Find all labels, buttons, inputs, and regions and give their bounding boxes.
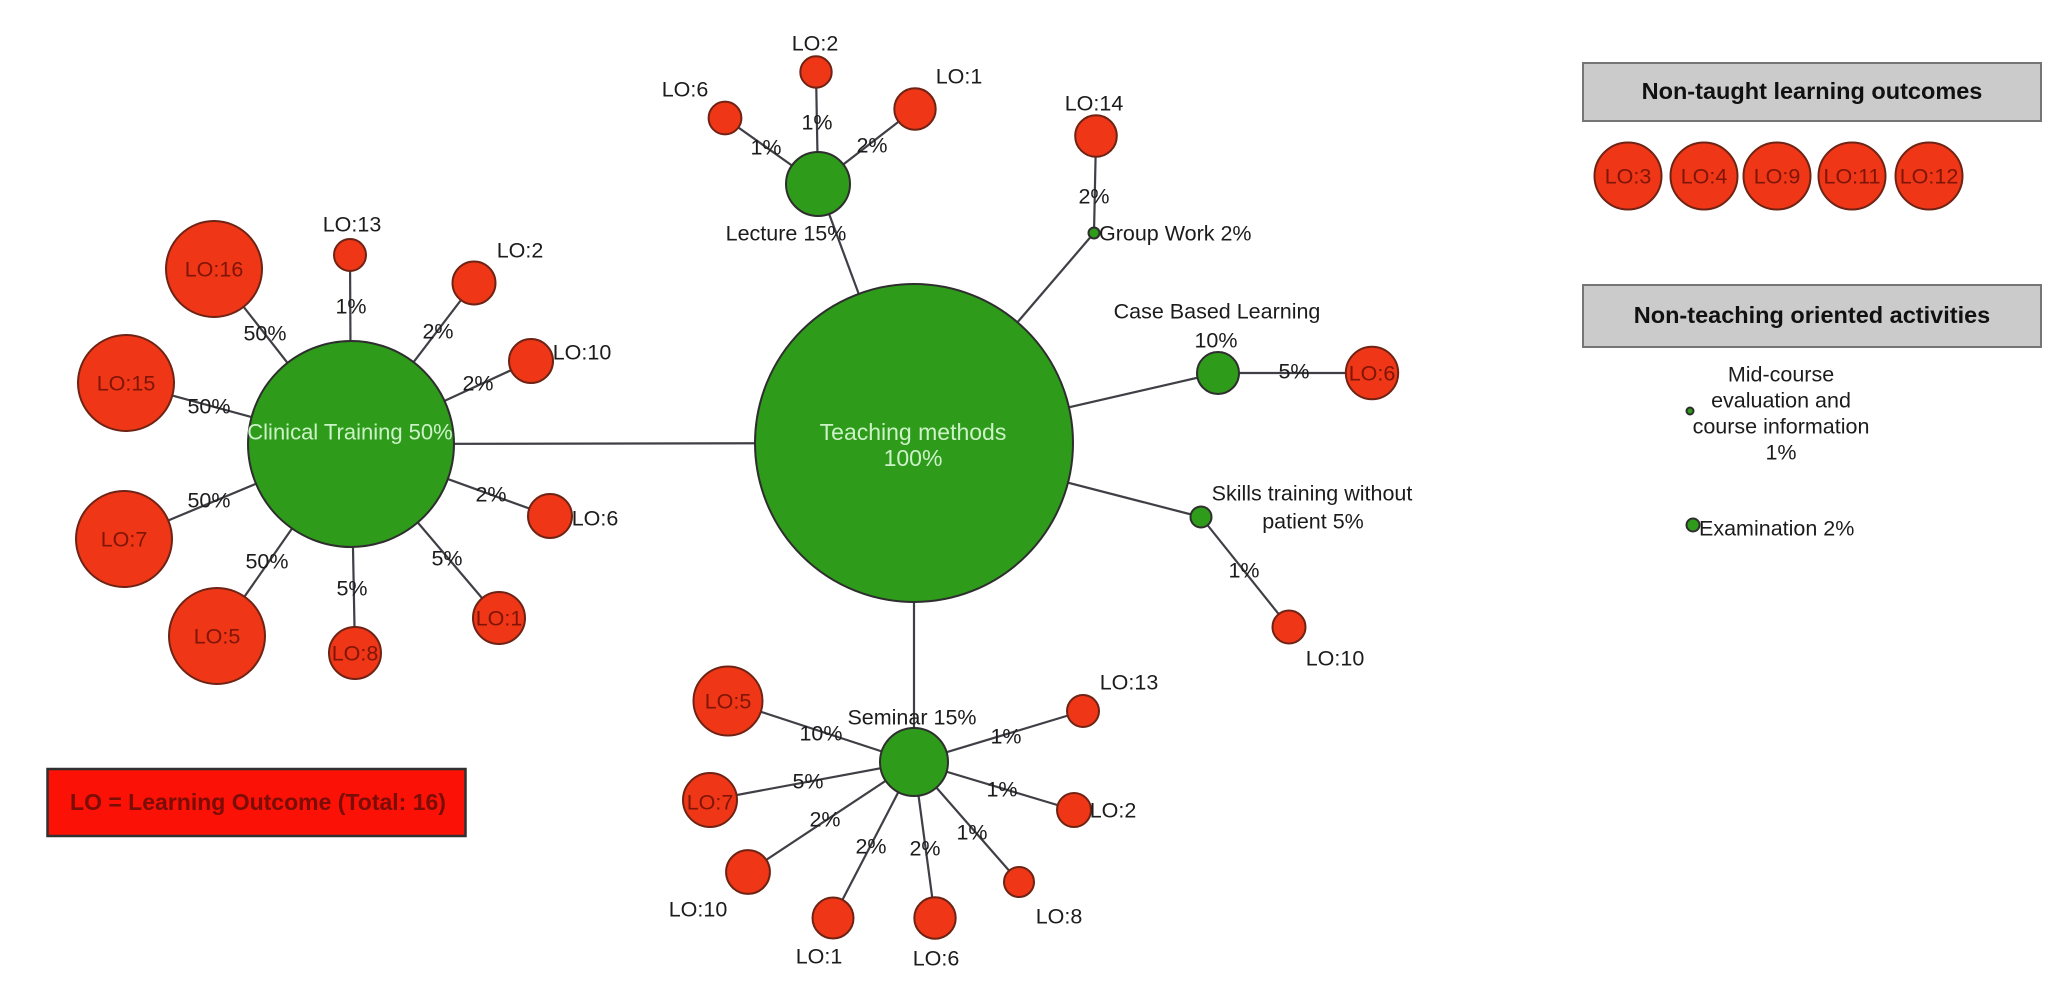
svg-text:5%: 5% xyxy=(431,547,462,571)
svg-text:LO:2: LO:2 xyxy=(497,239,544,263)
svg-text:LO:10: LO:10 xyxy=(553,341,612,365)
svg-text:1%: 1% xyxy=(750,136,781,160)
svg-text:LO:4: LO:4 xyxy=(1681,165,1728,189)
svg-text:50%: 50% xyxy=(243,322,286,346)
svg-text:1%: 1% xyxy=(990,725,1021,749)
svg-text:LO:8: LO:8 xyxy=(1036,905,1083,929)
svg-text:course information: course information xyxy=(1693,415,1870,439)
svg-text:1%: 1% xyxy=(335,295,366,319)
svg-text:50%: 50% xyxy=(187,489,230,513)
svg-text:50%: 50% xyxy=(245,550,288,574)
svg-text:Non-taught learning outcomes: Non-taught learning outcomes xyxy=(1642,78,1983,104)
svg-text:Case Based Learning: Case Based Learning xyxy=(1114,300,1321,324)
svg-text:LO:6: LO:6 xyxy=(572,507,619,531)
svg-text:Group Work 2%: Group Work 2% xyxy=(1099,222,1252,246)
svg-text:LO:5: LO:5 xyxy=(194,625,241,649)
svg-text:Teaching methods: Teaching methods xyxy=(820,419,1007,445)
svg-text:LO:13: LO:13 xyxy=(1100,671,1159,695)
svg-text:LO = Learning Outcome (Total:: LO = Learning Outcome (Total: 16) xyxy=(70,789,446,815)
svg-text:1%: 1% xyxy=(1765,441,1796,465)
svg-text:LO:8: LO:8 xyxy=(332,642,379,666)
svg-text:5%: 5% xyxy=(792,770,823,794)
svg-text:Clinical Training 50%: Clinical Training 50% xyxy=(247,420,452,445)
svg-text:5%: 5% xyxy=(336,577,367,601)
svg-text:1%: 1% xyxy=(986,778,1017,802)
svg-text:LO:9: LO:9 xyxy=(1754,165,1801,189)
svg-text:1%: 1% xyxy=(801,111,832,135)
svg-text:LO:15: LO:15 xyxy=(97,372,156,396)
svg-text:LO:10: LO:10 xyxy=(669,898,728,922)
svg-text:LO:13: LO:13 xyxy=(323,213,382,237)
svg-text:evaluation and: evaluation and xyxy=(1711,389,1851,413)
svg-text:LO:6: LO:6 xyxy=(913,947,960,971)
svg-text:Skills training without: Skills training without xyxy=(1212,482,1413,506)
svg-text:LO:5: LO:5 xyxy=(705,690,752,714)
svg-text:2%: 2% xyxy=(422,320,453,344)
svg-text:LO:14: LO:14 xyxy=(1065,92,1124,116)
svg-text:LO:2: LO:2 xyxy=(792,32,839,56)
svg-text:2%: 2% xyxy=(909,837,940,861)
svg-text:LO:7: LO:7 xyxy=(687,791,734,815)
svg-text:2%: 2% xyxy=(856,134,887,158)
svg-text:2%: 2% xyxy=(809,808,840,832)
svg-text:LO:1: LO:1 xyxy=(796,945,843,969)
svg-text:patient 5%: patient 5% xyxy=(1262,510,1364,534)
svg-text:LO:12: LO:12 xyxy=(1900,165,1959,189)
svg-text:2%: 2% xyxy=(855,835,886,859)
svg-text:Mid-course: Mid-course xyxy=(1728,363,1834,387)
svg-text:LO:16: LO:16 xyxy=(185,258,244,282)
svg-text:LO:3: LO:3 xyxy=(1605,165,1652,189)
svg-text:1%: 1% xyxy=(1228,559,1259,583)
svg-text:10%: 10% xyxy=(799,722,842,746)
svg-text:Examination 2%: Examination 2% xyxy=(1699,517,1854,541)
svg-text:2%: 2% xyxy=(462,372,493,396)
svg-text:LO:2: LO:2 xyxy=(1090,799,1137,823)
svg-text:2%: 2% xyxy=(475,483,506,507)
svg-text:5%: 5% xyxy=(1278,360,1309,384)
svg-text:Non-teaching oriented activiti: Non-teaching oriented activities xyxy=(1634,302,1990,328)
svg-text:Seminar 15%: Seminar 15% xyxy=(847,706,976,730)
svg-text:LO:1: LO:1 xyxy=(476,607,523,631)
svg-text:LO:7: LO:7 xyxy=(101,528,148,552)
svg-text:LO:11: LO:11 xyxy=(1824,165,1881,189)
svg-text:1%: 1% xyxy=(956,821,987,845)
svg-text:LO:1: LO:1 xyxy=(936,65,983,89)
svg-text:LO:6: LO:6 xyxy=(662,78,709,102)
svg-text:LO:6: LO:6 xyxy=(1349,362,1396,386)
svg-text:Lecture 15%: Lecture 15% xyxy=(726,222,847,246)
svg-text:50%: 50% xyxy=(187,395,230,419)
svg-text:LO:10: LO:10 xyxy=(1306,647,1365,671)
svg-text:2%: 2% xyxy=(1078,185,1109,209)
svg-text:10%: 10% xyxy=(1194,329,1237,353)
svg-text:100%: 100% xyxy=(884,445,943,471)
